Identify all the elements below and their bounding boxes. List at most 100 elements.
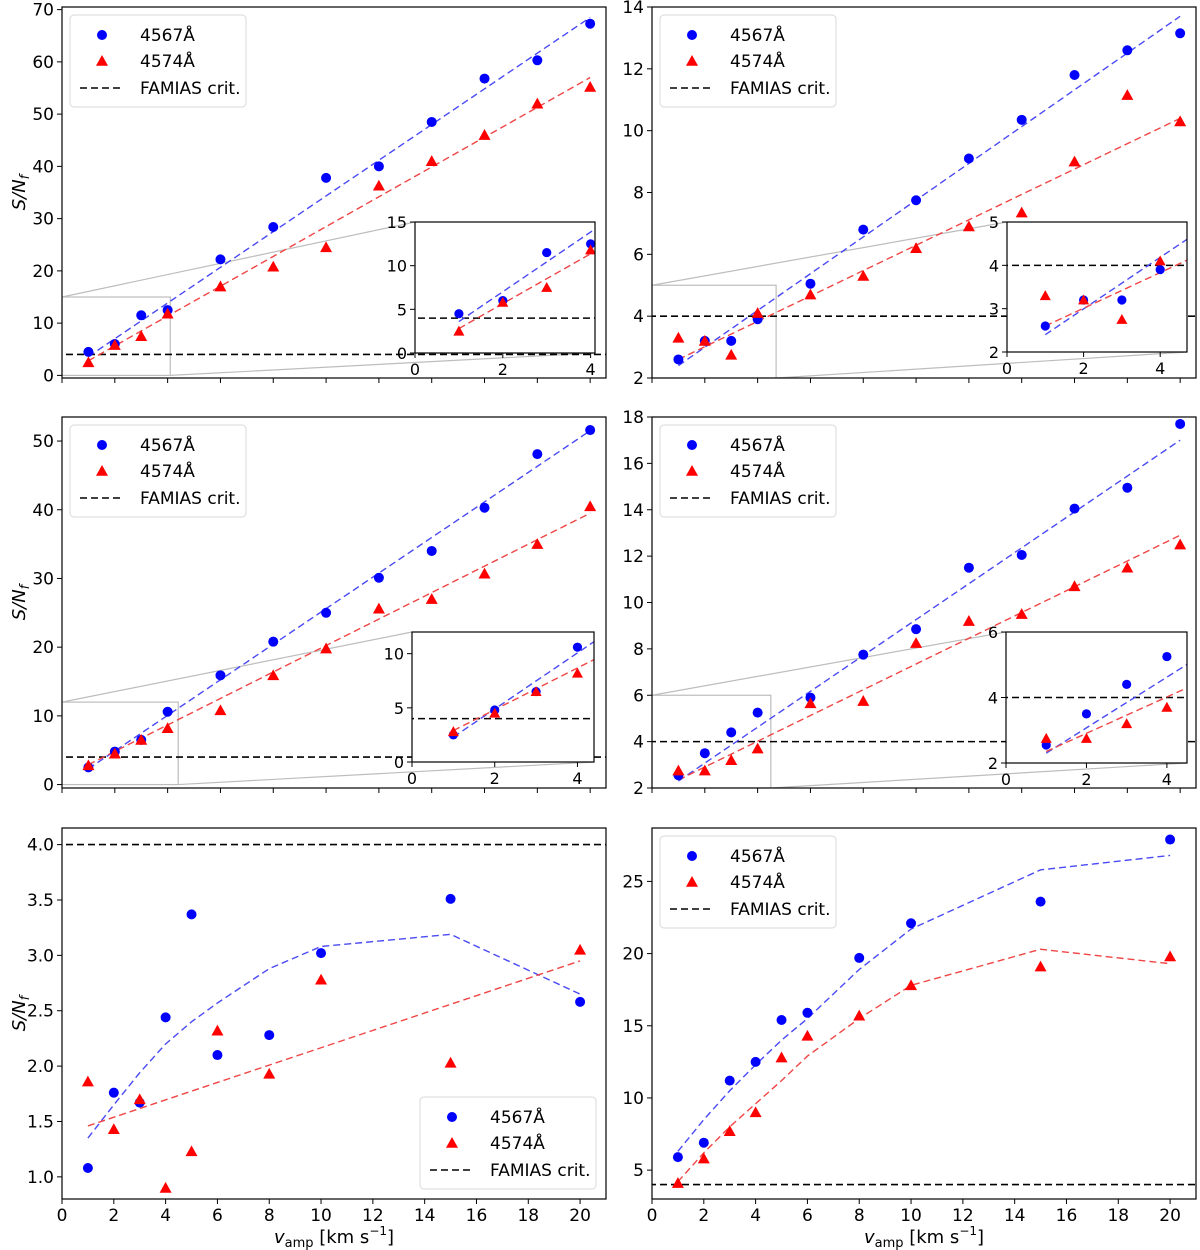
legend-label: 4567Å — [140, 434, 195, 456]
plot-frame — [651, 416, 1197, 789]
legend-label: 4567Å — [730, 845, 785, 867]
x-tick-label: 2 — [1079, 359, 1089, 378]
legend-label: 4574Å — [730, 871, 785, 893]
data-point-0 — [373, 161, 384, 172]
inset-data-point-1 — [530, 686, 542, 696]
inset-data-point-1 — [1040, 732, 1052, 743]
data-point-0 — [1069, 503, 1080, 514]
fit-line-1 — [88, 76, 591, 362]
data-point-1 — [1121, 561, 1134, 573]
y-tick-label: 60 — [32, 53, 54, 73]
data-point-0 — [963, 562, 974, 573]
data-point-1 — [910, 242, 923, 253]
data-point-1 — [372, 179, 385, 191]
data-point-0 — [532, 449, 543, 460]
data-point-1 — [804, 697, 817, 709]
data-point-1 — [584, 500, 597, 512]
plot-frame — [651, 6, 1197, 379]
inset-fit-line-0 — [458, 228, 595, 323]
data-layer — [652, 418, 1196, 782]
inset-data-layer — [1006, 651, 1187, 754]
y-tick-label: 2 — [989, 343, 999, 362]
data-point-0 — [726, 727, 737, 738]
inset-data-layer — [1007, 238, 1187, 336]
data-point-1 — [751, 307, 764, 318]
data-point-1 — [135, 733, 148, 745]
data-point-0 — [1122, 482, 1133, 493]
legend-marker-4574 — [686, 876, 698, 887]
data-point-1 — [425, 593, 438, 604]
data-point-0 — [479, 502, 490, 513]
data-point-1 — [725, 754, 738, 765]
y-tick-label: 12 — [622, 547, 644, 567]
data-point-1 — [425, 155, 438, 166]
legend-label: 4574Å — [140, 460, 195, 482]
x-tick-label: 4 — [750, 1206, 761, 1226]
x-tick-label: 0 — [1001, 770, 1011, 789]
plot-frame — [61, 416, 607, 789]
data-point-1 — [478, 129, 491, 140]
legend-label: 4567Å — [730, 24, 785, 46]
inset-frame — [1005, 631, 1188, 764]
x-tick-label: 4 — [572, 769, 582, 788]
data-point-1 — [910, 637, 923, 648]
inset-data-point-1 — [541, 281, 553, 292]
data-point-0 — [1165, 834, 1176, 845]
legend: 4567Å 4574Å FAMIAS crit. — [419, 1096, 597, 1190]
data-point-1 — [723, 1125, 736, 1136]
data-point-0 — [215, 254, 226, 265]
data-point-1 — [857, 695, 870, 706]
legend-marker-4567 — [97, 30, 107, 40]
data-point-0 — [906, 918, 917, 929]
data-point-0 — [215, 670, 226, 681]
plot-area — [415, 222, 595, 353]
data-layer — [62, 16, 606, 368]
data-point-1 — [1068, 580, 1081, 592]
inset-data-point-1 — [585, 244, 595, 255]
data-layer — [62, 843, 606, 1193]
data-point-0 — [805, 278, 816, 289]
data-point-1 — [698, 334, 711, 346]
zoom-connector — [178, 761, 595, 786]
data-point-1 — [1121, 89, 1134, 100]
data-point-1 — [962, 220, 975, 232]
data-point-0 — [672, 1152, 683, 1163]
legend-marker-4567 — [447, 1112, 457, 1122]
x-tick-label: 2 — [108, 1206, 119, 1226]
y-tick-label: 50 — [32, 432, 54, 452]
y-tick-label: 50 — [32, 105, 54, 125]
legend-marker-4567 — [687, 30, 697, 40]
data-point-0 — [776, 1014, 787, 1025]
legend-box — [659, 14, 837, 108]
y-tick-label: 2 — [633, 779, 644, 799]
y-axis-label: S/Nf — [9, 582, 33, 620]
x-tick-label: 0 — [1002, 359, 1012, 378]
legend-marker-4567 — [687, 440, 697, 450]
inset-data-point-1 — [453, 325, 465, 336]
data-point-1 — [315, 973, 328, 985]
legend-label: FAMIAS crit. — [490, 1161, 590, 1181]
inset-data-point-0 — [1081, 709, 1092, 719]
y-tick-label: 6 — [633, 245, 644, 265]
y-tick-label: 8 — [633, 640, 644, 660]
data-point-0 — [268, 221, 279, 232]
y-tick-label: 10 — [622, 594, 644, 614]
data-point-1 — [531, 538, 544, 549]
inset-data-point-0 — [572, 642, 583, 652]
y-tick-label: 0 — [397, 344, 407, 363]
y-tick-label: 3 — [989, 300, 999, 319]
data-point-0 — [802, 1007, 813, 1018]
data-point-1 — [478, 567, 491, 579]
data-point-1 — [1068, 155, 1081, 167]
data-point-0 — [699, 748, 710, 759]
inset-axes: 0 2 4 0 5 10 — [384, 631, 595, 788]
y-tick-label: 20 — [32, 262, 54, 282]
data-point-1 — [211, 1024, 224, 1036]
data-point-0 — [726, 335, 737, 346]
data-point-0 — [162, 706, 173, 717]
data-point-0 — [160, 1012, 171, 1023]
zoom-rect — [652, 284, 777, 378]
y-tick-label: 2 — [633, 369, 644, 389]
